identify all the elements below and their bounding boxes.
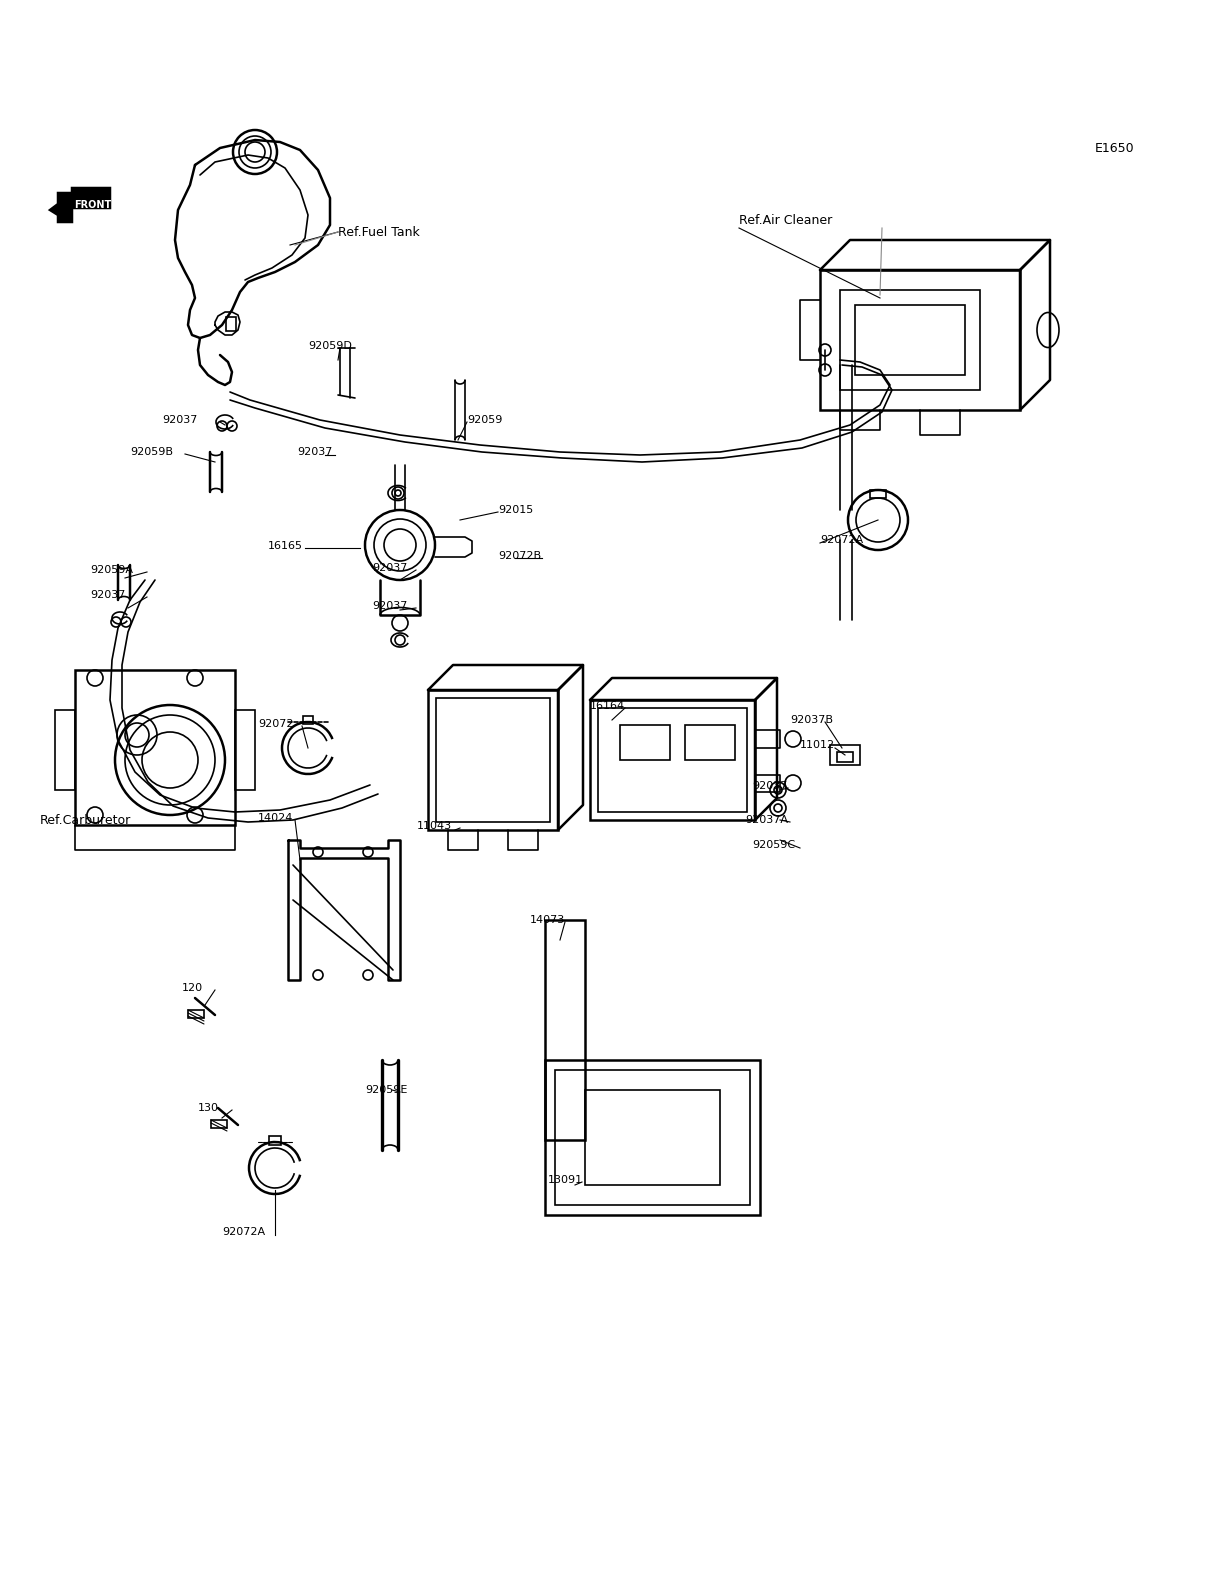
Bar [685,724,734,759]
Text: Ref.Air Cleaner: Ref.Air Cleaner [739,214,833,227]
Text: 92072B: 92072B [498,552,541,561]
Bar [545,1060,760,1216]
Bar [585,1090,720,1186]
Bar [840,290,981,390]
Text: 120: 120 [182,983,204,992]
Bar [555,1070,750,1205]
Text: FRONT: FRONT [74,200,112,209]
Bar [598,708,747,812]
Bar [545,919,585,1140]
Text: 92037A: 92037A [745,815,788,826]
Text: 16165: 16165 [268,540,303,552]
Bar [436,697,550,823]
Bar [821,269,1021,411]
Text: 92059: 92059 [467,415,503,425]
Bar [211,1121,227,1129]
Bar [590,701,755,819]
Text: 92037: 92037 [162,415,198,425]
Text: 92037: 92037 [372,601,407,610]
Text: 92059E: 92059E [365,1086,407,1095]
Bar [235,710,255,789]
Text: 92037: 92037 [90,590,125,601]
Bar [75,670,235,826]
Text: 92072A: 92072A [222,1227,265,1236]
Bar [621,724,670,759]
Text: 92015: 92015 [498,506,533,515]
Bar [269,1136,281,1144]
Polygon shape [50,189,110,222]
Bar [837,751,853,762]
Text: 92072A: 92072A [821,536,863,545]
Bar [428,689,558,831]
Text: 11043: 11043 [417,821,452,831]
Text: 92037: 92037 [297,447,332,456]
Text: 16164: 16164 [590,701,625,712]
Text: Ref.Fuel Tank: Ref.Fuel Tank [338,225,419,238]
Text: 92059B: 92059B [130,447,173,456]
Bar [854,304,965,376]
Text: 92059A: 92059A [90,564,133,575]
Text: 14073: 14073 [530,915,565,926]
Text: 92037B: 92037B [790,715,833,724]
Text: E1650: E1650 [1094,141,1134,154]
Text: 92037: 92037 [751,781,788,791]
Bar [830,745,861,766]
Bar [870,490,886,498]
Text: 11012: 11012 [800,740,835,750]
Text: 14024: 14024 [258,813,293,823]
Text: Ref.Carburetor: Ref.Carburetor [40,813,131,826]
Text: 92072: 92072 [258,720,293,729]
Text: 92037: 92037 [372,563,407,574]
Bar [55,710,75,789]
Text: 92059C: 92059C [751,840,795,850]
Bar [188,1010,204,1018]
Bar [303,716,313,724]
Text: 130: 130 [198,1103,219,1113]
Text: 92059D: 92059D [308,341,351,350]
Text: 13091: 13091 [548,1174,583,1186]
Bar [225,317,236,331]
